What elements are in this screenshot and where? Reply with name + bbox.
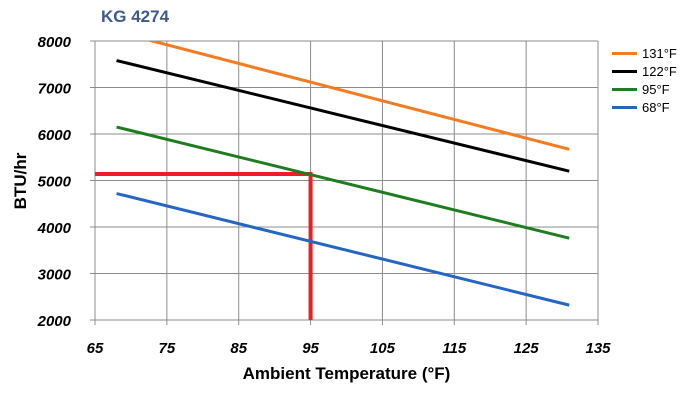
legend: 131°F 122°F 95°F 68°F: [612, 44, 677, 116]
legend-swatch-131: [612, 51, 637, 55]
x-tick-label: 135: [585, 340, 611, 357]
y-tick-label: 7000: [38, 81, 72, 98]
legend-swatch-68: [612, 105, 637, 109]
y-tick-label: 3000: [38, 267, 72, 284]
x-tick-label: 125: [514, 340, 540, 357]
legend-item-95: 95°F: [612, 80, 677, 98]
legend-swatch-122: [612, 69, 637, 73]
y-tick-label: 8000: [38, 34, 72, 51]
series-lines: [116, 41, 570, 307]
legend-label-122: 122°F: [642, 63, 677, 79]
series-line-131f: [146, 41, 570, 151]
legend-swatch-95: [612, 87, 637, 91]
y-tick-label: 4000: [37, 220, 72, 237]
x-axis-label: Ambient Temperature (°F): [242, 364, 451, 383]
y-axis-label: BTU/hr: [11, 152, 30, 210]
chart-title: KG 4274: [101, 7, 170, 26]
legend-label-95: 95°F: [642, 81, 670, 97]
legend-item-68: 68°F: [612, 98, 677, 116]
y-tick-label: 5000: [38, 174, 72, 191]
series-line-122f: [116, 59, 570, 173]
x-tick-label: 95: [302, 340, 319, 357]
legend-item-122: 122°F: [612, 62, 677, 80]
x-tick-label: 105: [370, 340, 396, 357]
y-tick-label: 2000: [37, 313, 72, 330]
annotation: [95, 171, 313, 320]
series-line-68f: [116, 192, 570, 307]
ticks: 65 75 85 95 105 115 125 135 2000 3000 4000 5000 6000…: [37, 34, 612, 357]
x-tick-label: 85: [230, 340, 247, 357]
x-tick-label: 115: [442, 340, 467, 357]
legend-item-131: 131°F: [612, 44, 677, 62]
grid: [90, 40, 599, 325]
y-tick-label: 6000: [38, 127, 72, 144]
legend-label-131: 131°F: [642, 45, 677, 61]
x-tick-label: 65: [87, 340, 104, 357]
legend-label-68: 68°F: [642, 99, 670, 115]
series-line-95f: [116, 125, 570, 240]
x-tick-label: 75: [159, 340, 176, 357]
